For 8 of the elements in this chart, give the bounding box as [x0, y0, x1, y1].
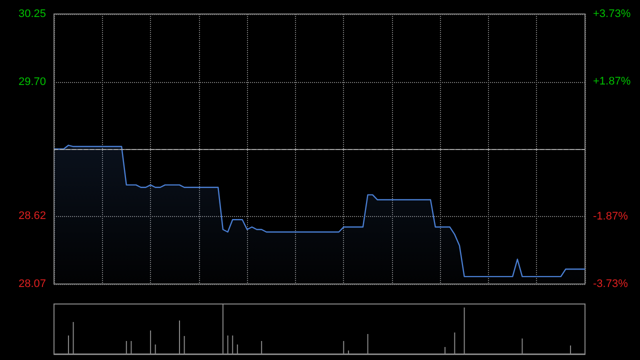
y2-tick-label: +1.87% — [593, 75, 631, 88]
y2-tick-label: -3.73% — [593, 278, 628, 290]
y2-tick-label: +3.73% — [593, 8, 631, 20]
y-tick-label: 29.70 — [18, 76, 46, 88]
y-tick-label: 28.62 — [18, 210, 46, 222]
y-tick-label: 28.07 — [18, 278, 46, 290]
y2-tick-label: -1.87% — [593, 210, 628, 223]
y-tick-label: 30.25 — [18, 8, 46, 20]
